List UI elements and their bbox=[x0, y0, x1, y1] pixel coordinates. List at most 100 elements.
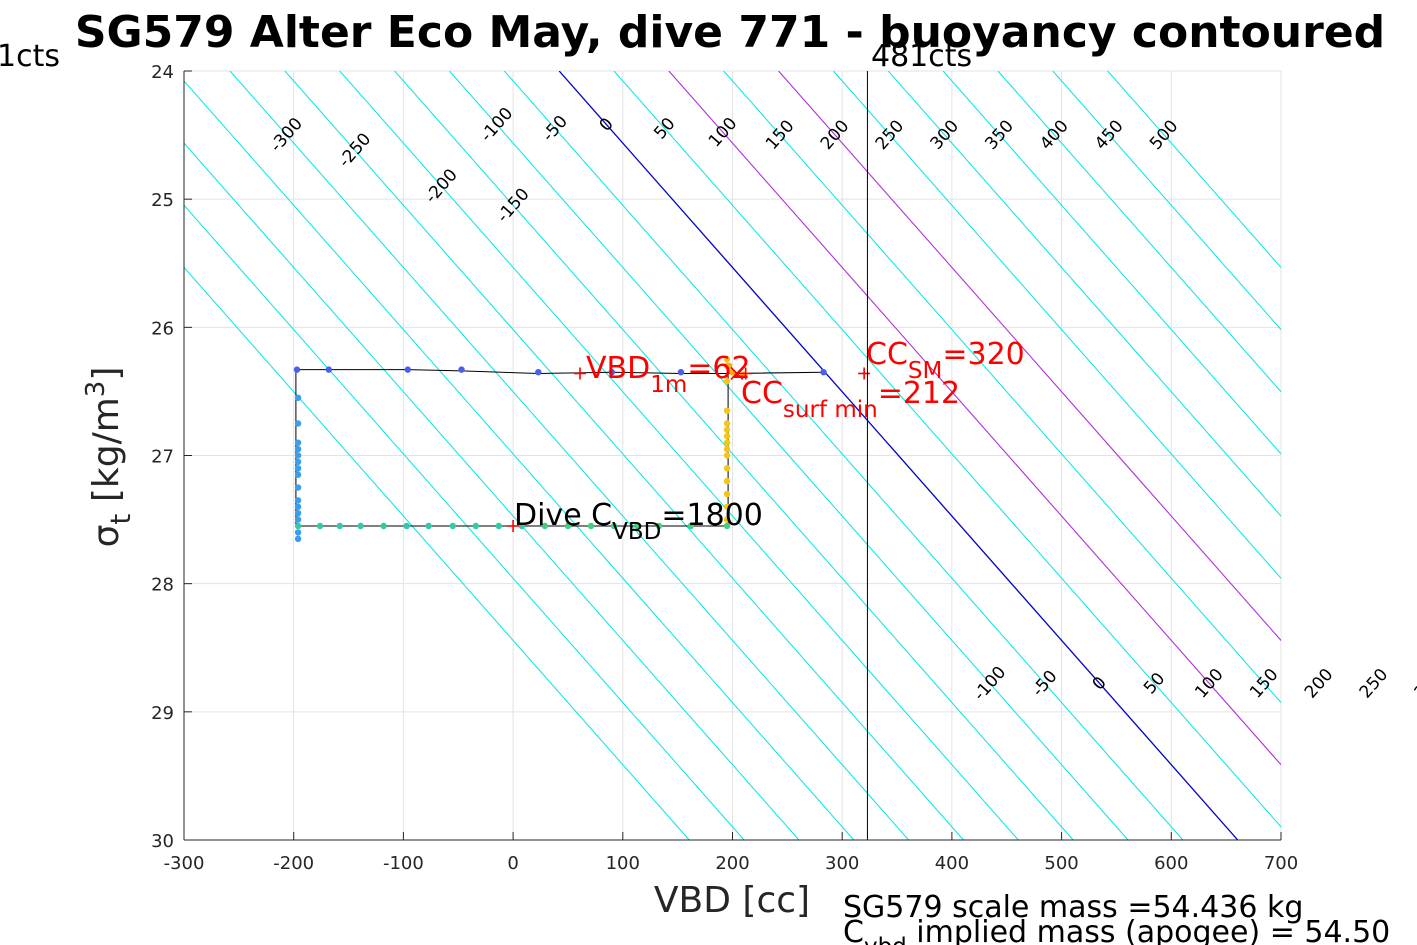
x-tick-label: 400 bbox=[935, 853, 969, 874]
y-axis-label: σt [kg/m3] bbox=[81, 367, 137, 548]
annotation-cc-surf-min-value: =212 bbox=[878, 376, 960, 411]
y-tick-label: 27 bbox=[151, 447, 174, 468]
data-point bbox=[294, 465, 302, 472]
implied-mass-sub: vbd bbox=[864, 934, 907, 945]
contour-label-top: 400 bbox=[1036, 116, 1072, 154]
y-label-unit: [kg/m bbox=[86, 397, 127, 513]
implied-mass-text: Cvbd implied mass (apogee) = 54.50 bbox=[843, 915, 1390, 945]
data-point bbox=[655, 522, 663, 530]
contour-line bbox=[613, 71, 1281, 828]
contour-line bbox=[229, 71, 910, 840]
data-point bbox=[294, 452, 302, 459]
data-point bbox=[294, 497, 302, 504]
data-point bbox=[357, 522, 364, 530]
contour-label-bottom: 0 bbox=[1089, 673, 1111, 694]
plus-marker bbox=[574, 367, 587, 380]
data-point bbox=[425, 522, 432, 530]
data-point bbox=[449, 522, 456, 530]
contour-label-top: 200 bbox=[817, 116, 853, 154]
data-point bbox=[294, 394, 302, 402]
annotation-cc-sm-value: =320 bbox=[942, 337, 1024, 372]
contour-line bbox=[394, 71, 1074, 840]
annotation-cc-surf-min: CCsurf min=212 bbox=[741, 376, 960, 423]
annotation-dive-cvbd-base: Dive C bbox=[514, 498, 612, 533]
contour-label-bottom: 100 bbox=[1191, 665, 1227, 703]
axes: -300 -200 -100 0 100 200 300 400 500 600 700242526… bbox=[151, 62, 1298, 874]
data-point bbox=[294, 458, 302, 466]
implied-mass-rest: implied mass (apogee) = 54.50 bbox=[907, 915, 1391, 945]
x-tick-label: 0 bbox=[507, 853, 518, 874]
data-point bbox=[294, 522, 302, 530]
annotation-cc-surf-min-base: CC bbox=[741, 376, 783, 411]
data-point bbox=[726, 362, 733, 369]
contour-line bbox=[503, 71, 1184, 840]
data-point bbox=[723, 407, 731, 414]
contour-lines bbox=[184, 71, 1281, 840]
y-tick-label: 26 bbox=[151, 318, 174, 339]
contour-line bbox=[184, 142, 800, 840]
data-point bbox=[723, 477, 731, 485]
data-points bbox=[293, 356, 827, 543]
contour-label-top: -150 bbox=[493, 184, 534, 226]
annotation-dive-cvbd-sub: VBD bbox=[612, 519, 661, 545]
y-tick-label: 28 bbox=[151, 575, 174, 596]
data-point bbox=[677, 368, 685, 376]
contour-line bbox=[833, 71, 1281, 579]
contour-label-top: -100 bbox=[477, 104, 518, 146]
data-point bbox=[404, 366, 411, 373]
x-tick-label: 300 bbox=[825, 853, 859, 874]
data-point bbox=[723, 433, 731, 440]
data-point bbox=[518, 522, 526, 530]
y-label-sub: t bbox=[104, 514, 137, 525]
contour-line bbox=[184, 80, 855, 840]
contour-label-top: 500 bbox=[1146, 116, 1182, 154]
data-point bbox=[294, 516, 302, 523]
marker-stroke bbox=[730, 366, 744, 381]
data-point bbox=[723, 490, 731, 498]
data-point bbox=[294, 471, 302, 478]
data-point bbox=[336, 522, 343, 530]
plus-marker bbox=[858, 367, 871, 380]
data-point bbox=[723, 465, 731, 472]
contour-label-bottom: -100 bbox=[970, 663, 1011, 705]
annotation-cc-sm: CCSM=320 bbox=[866, 337, 1025, 384]
data-point bbox=[610, 522, 618, 530]
data-point bbox=[633, 522, 641, 530]
y-label-sup: 3 bbox=[81, 381, 111, 398]
data-point bbox=[294, 420, 302, 427]
contour-line bbox=[449, 71, 1129, 840]
contour-label-top: 350 bbox=[981, 116, 1017, 154]
x-tick-label: 100 bbox=[606, 853, 640, 874]
data-point bbox=[723, 377, 731, 385]
annotation-cc-sm-sub: SM bbox=[908, 358, 942, 384]
contour-label-top: 150 bbox=[762, 116, 798, 154]
y-tick-label: 30 bbox=[151, 831, 174, 852]
data-point bbox=[723, 452, 731, 459]
data-point bbox=[687, 522, 695, 530]
data-point bbox=[723, 420, 731, 427]
data-point bbox=[723, 503, 731, 510]
contour-label-top: -50 bbox=[539, 112, 572, 146]
contour-label-top: 450 bbox=[1091, 116, 1127, 154]
data-point bbox=[294, 529, 302, 536]
annotation-cc-sm-base: CC bbox=[866, 337, 908, 372]
x-tick-label: 700 bbox=[1264, 853, 1298, 874]
data-point bbox=[723, 426, 731, 434]
annotation-vbd-1m: VBD1m=62 bbox=[586, 351, 751, 398]
annotation-dive-cvbd: Dive CVBD=1800 bbox=[514, 498, 763, 545]
chart-title: SG579 Alter Eco May, dive 771 - buoyancy… bbox=[75, 7, 1385, 58]
x-tick-label: -300 bbox=[164, 853, 205, 874]
annotation-vbd-1m-value: =62 bbox=[687, 351, 750, 386]
cross-marker bbox=[730, 366, 744, 381]
data-point bbox=[403, 522, 410, 530]
y-tick-label: 25 bbox=[151, 190, 174, 211]
data-point bbox=[294, 484, 302, 491]
y-label-sigma: σ bbox=[86, 525, 127, 548]
data-point bbox=[723, 356, 731, 363]
grid-lines bbox=[183, 70, 1282, 841]
contour-label-top: -200 bbox=[421, 165, 462, 207]
contour-line bbox=[942, 71, 1281, 455]
contour-line bbox=[723, 71, 1281, 704]
